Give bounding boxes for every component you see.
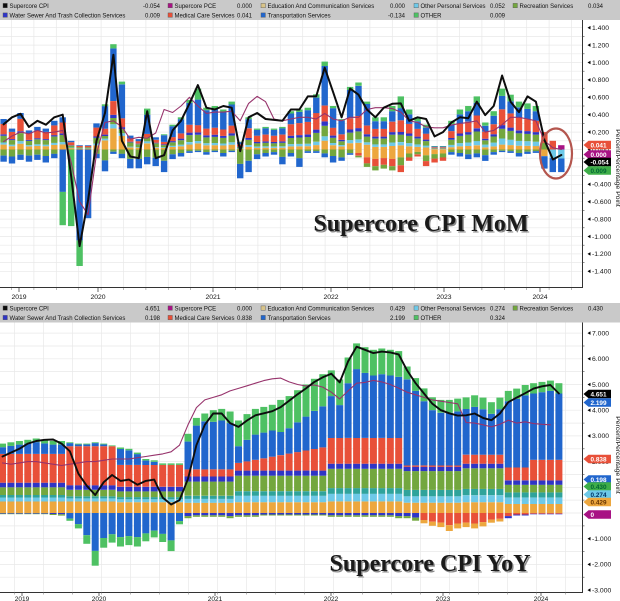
- svg-text:-0.054: -0.054: [591, 159, 610, 166]
- svg-text:Supercore CPI: Supercore CPI: [10, 307, 50, 313]
- svg-text:2.199: 2.199: [390, 316, 406, 322]
- svg-text:5.000: 5.000: [592, 382, 609, 389]
- svg-text:0.000: 0.000: [237, 4, 253, 10]
- svg-text:-3.000: -3.000: [592, 587, 611, 594]
- svg-text:Water Sewer And Trash Collecti: Water Sewer And Trash Collection Service…: [10, 316, 126, 322]
- svg-text:-1.200: -1.200: [592, 251, 611, 258]
- svg-text:Supercore PCE: Supercore PCE: [175, 4, 217, 10]
- svg-text:0.041: 0.041: [591, 142, 607, 149]
- svg-text:-0.134: -0.134: [388, 14, 406, 20]
- svg-text:Recreation Services: Recreation Services: [520, 4, 574, 10]
- svg-text:2023: 2023: [436, 294, 451, 301]
- svg-text:-1.000: -1.000: [592, 536, 611, 543]
- svg-text:0.052: 0.052: [490, 4, 506, 10]
- svg-text:Water Sewer And Trash Collecti: Water Sewer And Trash Collection Service…: [10, 14, 126, 20]
- svg-text:0.200: 0.200: [592, 129, 609, 136]
- svg-text:Supercore CPI YoY: Supercore CPI YoY: [331, 552, 532, 578]
- svg-text:0.838: 0.838: [237, 316, 253, 322]
- svg-text:0.009: 0.009: [490, 14, 506, 20]
- svg-text:0.324: 0.324: [490, 316, 506, 322]
- svg-text:Other Personal Services: Other Personal Services: [421, 307, 486, 313]
- svg-text:3.000: 3.000: [592, 433, 609, 440]
- svg-text:0.600: 0.600: [592, 95, 609, 102]
- svg-text:0.000: 0.000: [390, 4, 406, 10]
- svg-text:-2.000: -2.000: [592, 562, 611, 569]
- svg-text:Supercore CPI MoM: Supercore CPI MoM: [315, 212, 530, 238]
- svg-text:2.199: 2.199: [591, 400, 607, 407]
- svg-text:0.430: 0.430: [591, 484, 607, 491]
- svg-text:4.000: 4.000: [592, 408, 609, 415]
- svg-text:2020: 2020: [92, 596, 107, 601]
- svg-text:Supercore CPI: Supercore CPI: [10, 4, 50, 10]
- svg-text:Medical Care Services: Medical Care Services: [175, 316, 235, 322]
- svg-text:2021: 2021: [205, 294, 220, 301]
- svg-text:0.009: 0.009: [591, 168, 607, 175]
- svg-text:0.430: 0.430: [588, 307, 604, 313]
- svg-text:0.009: 0.009: [145, 14, 161, 20]
- svg-text:Recreation Services: Recreation Services: [520, 307, 574, 313]
- svg-text:2024: 2024: [534, 596, 549, 601]
- svg-text:-0.800: -0.800: [592, 216, 611, 223]
- svg-text:4.651: 4.651: [145, 307, 161, 313]
- svg-text:4.651: 4.651: [591, 391, 607, 398]
- svg-text:-1.400: -1.400: [592, 269, 611, 276]
- svg-text:6.000: 6.000: [592, 356, 609, 363]
- svg-text:-0.400: -0.400: [592, 182, 611, 189]
- svg-text:0.034: 0.034: [588, 4, 604, 10]
- svg-text:Percent/Percentage Point: Percent/Percentage Point: [614, 416, 620, 494]
- svg-text:2019: 2019: [11, 294, 26, 301]
- svg-text:2021: 2021: [208, 596, 223, 601]
- svg-text:Medical Care Services: Medical Care Services: [175, 14, 235, 20]
- svg-text:0.000: 0.000: [237, 307, 253, 313]
- svg-text:OTHER: OTHER: [421, 14, 443, 20]
- svg-text:0.041: 0.041: [237, 14, 253, 20]
- svg-text:0.400: 0.400: [592, 112, 609, 119]
- svg-text:0.274: 0.274: [490, 307, 506, 313]
- svg-text:1.000: 1.000: [592, 60, 609, 67]
- svg-text:2022: 2022: [323, 294, 338, 301]
- svg-text:0.429: 0.429: [591, 499, 607, 506]
- svg-text:Transportation Services: Transportation Services: [268, 14, 331, 20]
- svg-text:0.000: 0.000: [591, 152, 607, 159]
- svg-text:0.198: 0.198: [591, 477, 607, 484]
- svg-text:Transportation Services: Transportation Services: [268, 316, 331, 322]
- svg-text:2019: 2019: [15, 596, 30, 601]
- svg-text:-0.600: -0.600: [592, 199, 611, 206]
- svg-text:0.800: 0.800: [592, 77, 609, 84]
- svg-text:7.000: 7.000: [592, 330, 609, 337]
- svg-text:0.198: 0.198: [145, 316, 161, 322]
- svg-text:1.400: 1.400: [592, 25, 609, 32]
- svg-text:Supercore CPI MoM: Supercore CPI MoM: [313, 211, 528, 237]
- svg-text:0.429: 0.429: [390, 307, 406, 313]
- svg-text:-1.000: -1.000: [592, 234, 611, 241]
- svg-text:Other Personal Services: Other Personal Services: [421, 4, 486, 10]
- svg-text:Percent/Percentage Point: Percent/Percentage Point: [614, 129, 620, 207]
- svg-text:0: 0: [591, 512, 595, 519]
- svg-text:Education And Communication Se: Education And Communication Services: [268, 307, 375, 313]
- svg-text:-0.054: -0.054: [143, 4, 161, 10]
- svg-text:Education And Communication Se: Education And Communication Services: [268, 4, 375, 10]
- svg-text:2022: 2022: [324, 596, 339, 601]
- svg-text:2024: 2024: [532, 294, 547, 301]
- svg-text:1.200: 1.200: [592, 42, 609, 49]
- svg-text:0.274: 0.274: [591, 492, 607, 499]
- svg-text:OTHER: OTHER: [421, 316, 443, 322]
- svg-text:2023: 2023: [436, 596, 451, 601]
- svg-text:2020: 2020: [90, 294, 105, 301]
- svg-text:Supercore CPI YoY: Supercore CPI YoY: [330, 551, 531, 577]
- svg-text:0.838: 0.838: [591, 456, 607, 463]
- svg-text:Supercore PCE: Supercore PCE: [175, 307, 217, 313]
